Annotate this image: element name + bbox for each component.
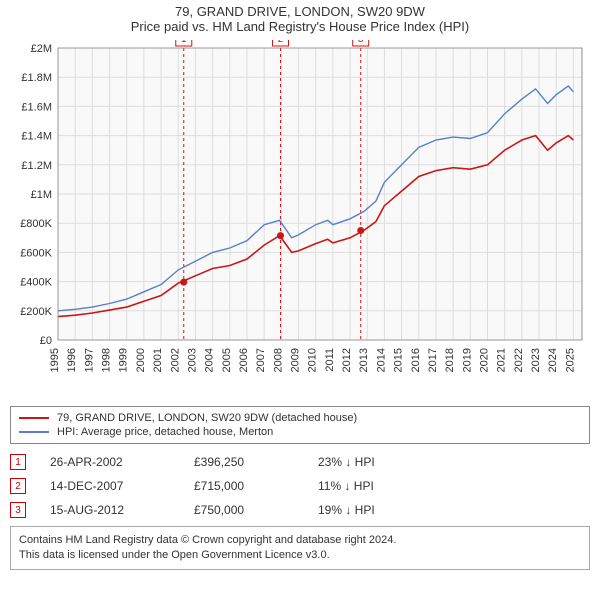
xtick-label: 2014	[375, 348, 387, 372]
xtick-label: 1999	[118, 348, 130, 372]
sale-row-price: £750,000	[194, 503, 294, 517]
legend-swatch	[19, 431, 49, 433]
xtick-label: 2010	[307, 348, 319, 372]
legend-swatch	[19, 417, 49, 419]
ytick-label: £200K	[20, 306, 52, 318]
xtick-label: 2005	[221, 348, 233, 372]
sale-row-price: £715,000	[194, 479, 294, 493]
xtick-label: 2008	[272, 348, 284, 372]
sale-marker-dot	[357, 227, 364, 234]
xtick-label: 1995	[49, 348, 61, 372]
chart-subtitle: Price paid vs. HM Land Registry's House …	[0, 19, 600, 34]
xtick-label: 1996	[66, 348, 78, 372]
xtick-label: 2022	[513, 348, 525, 372]
xtick-label: 2004	[204, 348, 216, 372]
sale-row-date: 15-AUG-2012	[50, 503, 170, 517]
xtick-label: 2020	[479, 348, 491, 372]
xtick-label: 2002	[169, 348, 181, 372]
xtick-label: 2009	[290, 348, 302, 372]
chart-title: 79, GRAND DRIVE, LONDON, SW20 9DW	[0, 4, 600, 19]
sale-marker-number: 2	[278, 40, 284, 45]
xtick-label: 2019	[461, 348, 473, 372]
sale-row-delta: 19% ↓ HPI	[318, 503, 438, 517]
sales-table: 1 26-APR-2002 £396,250 23% ↓ HPI 2 14-DEC-200…	[10, 450, 590, 522]
xtick-label: 2025	[564, 348, 576, 372]
xtick-label: 2013	[358, 348, 370, 372]
sale-row-date: 26-APR-2002	[50, 455, 170, 469]
sale-row-badge: 2	[10, 478, 26, 494]
ytick-label: £1.6M	[21, 101, 52, 113]
sale-row: 1 26-APR-2002 £396,250 23% ↓ HPI	[10, 450, 590, 474]
ytick-label: £600K	[20, 247, 52, 259]
ytick-label: £1.4M	[21, 131, 52, 143]
sale-row-badge: 1	[10, 454, 26, 470]
xtick-label: 2024	[547, 348, 559, 372]
xtick-label: 2023	[530, 348, 542, 372]
xtick-label: 1997	[83, 348, 95, 372]
sale-marker-dot	[277, 232, 284, 239]
legend-label: 79, GRAND DRIVE, LONDON, SW20 9DW (detac…	[57, 412, 357, 424]
footer-note: Contains HM Land Registry data © Crown c…	[10, 526, 590, 570]
xtick-label: 2011	[324, 348, 336, 372]
chart-svg: £0 £200K £400K £600K £800K £1M £1.2M £1.4M £1.6M…	[10, 40, 590, 400]
ytick-label: £1.2M	[21, 160, 52, 172]
xtick-label: 2000	[135, 348, 147, 372]
xtick-label: 2003	[186, 348, 198, 372]
sale-marker-dot	[180, 279, 187, 286]
footer-line-1: Contains HM Land Registry data © Crown c…	[19, 533, 581, 548]
ytick-label: £800K	[20, 218, 52, 230]
sale-row: 3 15-AUG-2012 £750,000 19% ↓ HPI	[10, 498, 590, 522]
sale-marker-number: 1	[181, 40, 187, 45]
chart-container: 79, GRAND DRIVE, LONDON, SW20 9DW Price …	[0, 0, 600, 570]
xtick-label: 2021	[496, 348, 508, 372]
sale-row-delta: 23% ↓ HPI	[318, 455, 438, 469]
legend-item: 79, GRAND DRIVE, LONDON, SW20 9DW (detac…	[19, 411, 581, 425]
legend: 79, GRAND DRIVE, LONDON, SW20 9DW (detac…	[10, 406, 590, 444]
xtick-label: 2001	[152, 348, 164, 372]
xtick-label: 2016	[410, 348, 422, 372]
sale-row-badge: 3	[10, 502, 26, 518]
legend-item: HPI: Average price, detached house, Mert…	[19, 425, 581, 439]
xtick-label: 2007	[255, 348, 267, 372]
title-block: 79, GRAND DRIVE, LONDON, SW20 9DW Price …	[0, 0, 600, 36]
sale-row-date: 14-DEC-2007	[50, 479, 170, 493]
ytick-label: £400K	[20, 277, 52, 289]
ytick-label: £1.8M	[21, 72, 52, 84]
ytick-label: £2M	[31, 43, 52, 55]
sale-row-price: £396,250	[194, 455, 294, 469]
xtick-label: 2006	[238, 348, 250, 372]
xtick-label: 2012	[341, 348, 353, 372]
footer-line-2: This data is licensed under the Open Gov…	[19, 548, 581, 563]
sale-row: 2 14-DEC-2007 £715,000 11% ↓ HPI	[10, 474, 590, 498]
xtick-label: 1998	[101, 348, 113, 372]
xtick-label: 2015	[393, 348, 405, 372]
legend-label: HPI: Average price, detached house, Mert…	[57, 426, 273, 438]
ytick-label: £0	[40, 335, 52, 347]
sale-marker-number: 3	[358, 40, 364, 45]
xtick-label: 2017	[427, 348, 439, 372]
ytick-label: £1M	[31, 189, 52, 201]
xtick-label: 2018	[444, 348, 456, 372]
sale-row-delta: 11% ↓ HPI	[318, 479, 438, 493]
plot-area: £0 £200K £400K £600K £800K £1M £1.2M £1.4M £1.6M…	[10, 40, 590, 400]
